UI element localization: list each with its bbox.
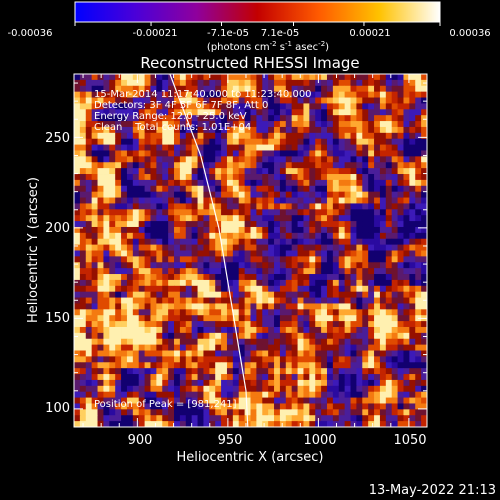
- annotation-peak-position: Position of Peak = [981,241]: [94, 399, 237, 410]
- x-axis-label: Heliocentric X (arcsec): [177, 450, 324, 465]
- colorbar-tick-label: 0.00021: [349, 28, 390, 39]
- colorbar-tick-label: -0.00036: [8, 28, 53, 39]
- annotation-counts: Clean Total counts: 1.01E+04: [94, 122, 251, 133]
- y-tick-label: 250: [45, 131, 70, 146]
- timestamp: 13-May-2022 21:13: [369, 483, 496, 498]
- x-tick-label: 900: [128, 433, 153, 448]
- annotation-time-range: 15-Mar-2014 11:17:40.000 to 11:23:40.000: [94, 89, 312, 100]
- colorbar-gradient: [74, 1, 441, 23]
- colorbar-ticks: [74, 22, 441, 26]
- heatmap-image: [74, 74, 427, 427]
- axis-ticks: [74, 74, 428, 428]
- colorbar-unit: (photons cm-2 s-1 asec-2): [207, 40, 329, 53]
- solar-limb-curve: [169, 74, 249, 427]
- colorbar: -0.00036 -0.00021 -7.1e-05 7.1e-05 0.000…: [8, 1, 491, 53]
- colorbar-tick-label: 0.00036: [449, 28, 490, 39]
- plot-frame: [73, 73, 428, 428]
- x-tick-label: 1000: [303, 433, 336, 448]
- x-tick-label: 1050: [393, 433, 426, 448]
- colorbar-tick-label: -0.00021: [133, 28, 178, 39]
- y-tick-label: 100: [45, 401, 70, 416]
- annotation-block: 15-Mar-2014 11:17:40.000 to 11:23:40.000…: [94, 89, 312, 410]
- y-tick-label: 150: [45, 311, 70, 326]
- colorbar-tick-label: -7.1e-05: [207, 28, 249, 39]
- annotation-energy-range: Energy Range: 12.0 - 25.0 keV: [94, 111, 247, 122]
- chart-title: Reconstructed RHESSI Image: [140, 54, 359, 72]
- y-axis-label: Heliocentric Y (arcsec): [26, 177, 41, 323]
- x-tick-label: 950: [218, 433, 243, 448]
- y-tick-label: 200: [45, 221, 70, 236]
- colorbar-tick-label: 7.1e-05: [261, 28, 299, 39]
- annotation-detectors: Detectors: 3F 4F 5F 6F 7F 8F, Att 0: [94, 100, 268, 111]
